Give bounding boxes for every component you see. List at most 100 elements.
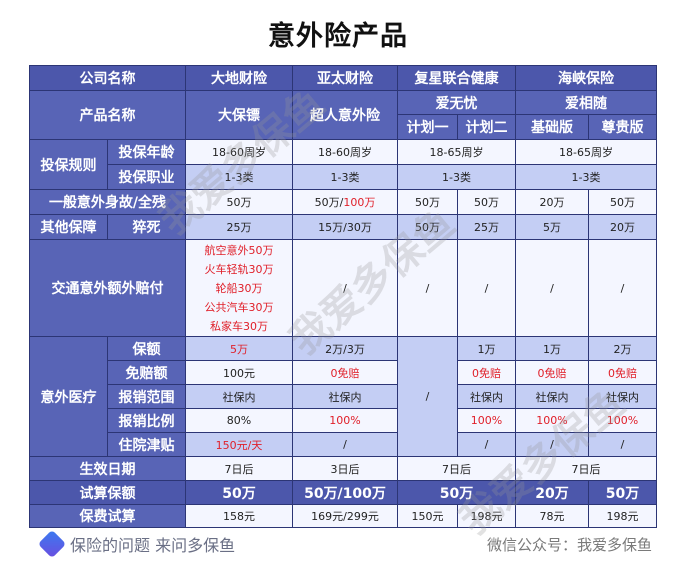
company-name: 复星联合健康 xyxy=(397,65,516,91)
cell: 1-3类 xyxy=(185,164,293,190)
cell: 社保内 xyxy=(588,384,657,409)
cell: 20万 xyxy=(515,189,589,215)
footer-brand: 保险的问题 来问多保鱼 xyxy=(37,529,236,559)
cell: / xyxy=(457,432,516,457)
cell: / xyxy=(515,239,589,337)
cell: 1万 xyxy=(457,336,516,361)
cell: 50万 xyxy=(185,480,293,505)
cell: 100% xyxy=(588,408,657,433)
plan-row: 计划一 计划二 基础版 尊贵版 xyxy=(30,114,657,140)
cell: 198元 xyxy=(457,504,516,528)
row-label: 报销比例 xyxy=(107,408,186,433)
traffic-label: 交通意外额外赔付 xyxy=(29,239,186,337)
premium-label: 保费试算 xyxy=(29,504,186,528)
cell: / xyxy=(292,239,398,337)
cell: 1-3类 xyxy=(397,164,516,190)
cell: 18-60周岁 xyxy=(185,139,293,165)
cell: 2万 xyxy=(588,336,657,361)
cell: 150元/天 xyxy=(185,432,293,457)
cell: 0免赔 xyxy=(292,360,398,385)
medical-row: 免赔额 100元 0免赔 0免赔 0免赔 0免赔 xyxy=(30,360,657,385)
company-name: 亚太财险 xyxy=(292,65,398,91)
cell: 7日后 xyxy=(515,456,657,481)
cell: 1万 xyxy=(515,336,589,361)
row-label: 保额 xyxy=(107,336,186,361)
cell: 158元 xyxy=(185,504,293,528)
medical-row: 住院津贴 150元/天 / / / / xyxy=(30,432,657,457)
age-label: 投保年龄 xyxy=(107,139,186,165)
cell: 198元 xyxy=(588,504,657,528)
age-row: 投保规则 投保年龄 18-60周岁 18-60周岁 18-65周岁 18-65周… xyxy=(29,139,657,190)
cell: 50万 xyxy=(397,480,516,505)
cell: / xyxy=(457,239,516,337)
plan-name: 基础版 xyxy=(515,114,589,140)
general-row: 一般意外身故/全残 50万 50万/100万 50万 50万 20万 50万 xyxy=(29,189,657,215)
cell: / xyxy=(588,239,657,337)
medical-row: 报销范围 社保内 社保内 社保内 社保内 社保内 xyxy=(30,384,657,409)
cell: 50万 xyxy=(588,189,657,215)
row-label: 住院津贴 xyxy=(107,432,186,457)
comparison-table: 公司名称 大地财险 亚太财险 复星联合健康 海峡保险 产品名称 大保镖 超人意外… xyxy=(29,65,657,528)
cell: 7日后 xyxy=(185,456,293,481)
traffic-item: 火车轻轨30万 xyxy=(204,262,274,276)
plan-name: 计划二 xyxy=(457,114,516,140)
cell: 2万/3万 xyxy=(292,336,398,361)
cell: 1-3类 xyxy=(292,164,398,190)
premium-row: 保费试算 158元 169元/299元 150元 198元 78元 198元 xyxy=(29,504,657,528)
cell: 78元 xyxy=(515,504,589,528)
traffic-item: 航空意外50万 xyxy=(204,243,274,257)
cell: 20万 xyxy=(588,214,657,240)
product-name: 大保镖 xyxy=(185,90,293,140)
cell: 0免赔 xyxy=(457,360,516,385)
product-name: 爱无忧 xyxy=(397,90,516,115)
cell: 80% xyxy=(185,408,293,433)
cell-highlight: 100万 xyxy=(343,196,376,209)
medical-row: 报销比例 80% 100% 100% 100% 100% xyxy=(30,408,657,433)
cell: 50万 xyxy=(397,214,458,240)
cell: / xyxy=(588,432,657,457)
sum-insured-label: 试算保额 xyxy=(29,480,186,505)
other-row: 其他保障 猝死 25万 15万/30万 50万 25万 5万 20万 xyxy=(29,214,657,240)
cell: 25万 xyxy=(185,214,293,240)
sudden-death-label: 猝死 xyxy=(107,214,186,240)
effective-row: 生效日期 7日后 3日后 7日后 7日后 xyxy=(29,456,657,481)
cell: 50万 xyxy=(588,480,657,505)
product-label: 产品名称 xyxy=(29,90,186,140)
cell: 5万 xyxy=(185,336,293,361)
company-name: 海峡保险 xyxy=(515,65,657,91)
cell: 50万 xyxy=(397,189,458,215)
traffic-item: 私家车30万 xyxy=(210,319,268,333)
rules-group-label: 投保规则 xyxy=(29,139,108,190)
cell: / xyxy=(397,336,458,457)
cell: 18-65周岁 xyxy=(515,139,657,165)
cell: 100% xyxy=(515,408,589,433)
cell: 25万 xyxy=(457,214,516,240)
logo-icon xyxy=(37,529,67,559)
product-row: 产品名称 大保镖 超人意外险 爱无忧 爱相随 xyxy=(29,90,657,140)
cell: 1-3类 xyxy=(515,164,657,190)
cell: 100元 xyxy=(185,360,293,385)
product-name: 爱相随 xyxy=(515,90,657,115)
effective-label: 生效日期 xyxy=(29,456,186,481)
footer-slogan: 保险的问题 来问多保鱼 xyxy=(70,536,236,555)
traffic-item: 轮船30万 xyxy=(215,281,263,295)
traffic-item: 公共汽车30万 xyxy=(204,300,274,314)
cell: 18-65周岁 xyxy=(397,139,516,165)
cell: 50万/100万 xyxy=(292,480,398,505)
cell: 18-60周岁 xyxy=(292,139,398,165)
cell-text: 50万/ xyxy=(314,196,344,209)
cell: / xyxy=(292,432,398,457)
cell: 50万 xyxy=(185,189,293,215)
other-group-label: 其他保障 xyxy=(29,214,108,240)
plan-name: 计划一 xyxy=(397,114,458,140)
product-name: 超人意外险 xyxy=(292,90,398,140)
company-row: 公司名称 大地财险 亚太财险 复星联合健康 海峡保险 xyxy=(29,65,657,91)
cell: 社保内 xyxy=(457,384,516,409)
cell: 150元 xyxy=(397,504,458,528)
cell: / xyxy=(397,239,458,337)
cell: 50万 xyxy=(457,189,516,215)
footer-wechat: 微信公众号：我爱多保鱼 xyxy=(486,536,652,554)
cell: 0免赔 xyxy=(515,360,589,385)
medical-row: 意外医疗 保额 5万 2万/3万 / 1万 1万 2万 xyxy=(29,336,657,457)
cell: 社保内 xyxy=(185,384,293,409)
